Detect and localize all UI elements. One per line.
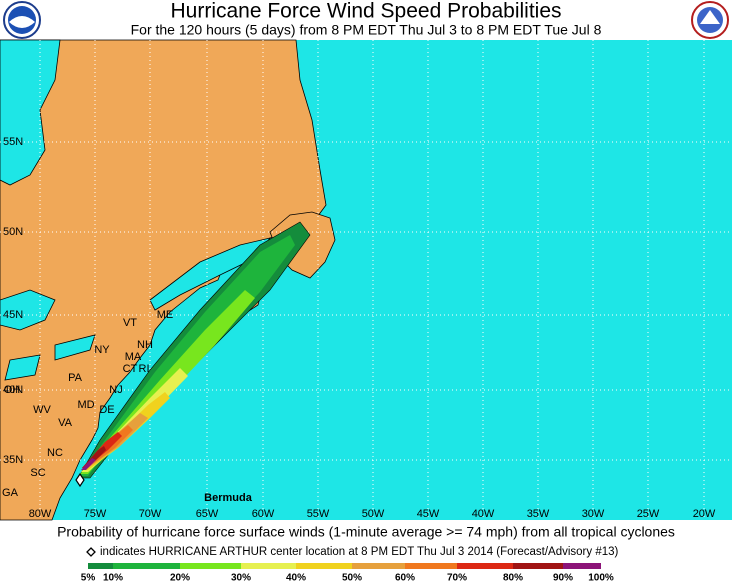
title: Hurricane Force Wind Speed Probabilities (170, 0, 561, 23)
probability-band (81, 458, 96, 470)
legend-swatch (180, 563, 241, 569)
place-label: GA (2, 487, 19, 499)
diamond-icon (86, 547, 96, 557)
place-label: MD (77, 399, 94, 411)
lon-label: 60W (252, 508, 275, 520)
legend-label: 50% (342, 573, 362, 584)
lat-label: 45N (3, 309, 23, 321)
map: 55N 50N 45N 40N 35N 80W 75W 70W 65W 60W 55W 50W 45W 4… (0, 39, 732, 521)
legend-label: 70% (447, 573, 467, 584)
legend-swatch (563, 563, 601, 569)
land (0, 39, 327, 521)
place-label: SC (30, 467, 45, 479)
legend-swatch (513, 563, 563, 569)
lat-label: 40N (3, 384, 23, 396)
hudson-bay (0, 39, 61, 186)
lat-label: 35N (3, 454, 23, 466)
probability-swath (77, 221, 311, 479)
legend-label: 100% (588, 573, 614, 584)
lon-label: 70W (139, 508, 162, 520)
place-label: NH (137, 339, 153, 351)
nws-logo (691, 1, 729, 39)
caption: Probability of hurricane force surface w… (57, 524, 675, 540)
place-label: MA (125, 351, 142, 363)
lon-label: 75W (84, 508, 107, 520)
place-label: DE (99, 404, 114, 416)
storm-center (75, 472, 85, 488)
grid: 55N 50N 45N 40N 35N 80W 75W 70W 65W 60W 55W 50W 45W 4… (0, 40, 732, 520)
legend: 5% 10% 20% 30% 40% 50% 60% 70% 80% 90% 100% (81, 563, 614, 584)
place-label: PA (68, 372, 83, 384)
place-label: Bermuda (204, 492, 253, 504)
lat-label: 55N (3, 136, 23, 148)
place-label: RI (139, 363, 150, 375)
legend-swatch (88, 563, 113, 569)
place-label: VT (123, 317, 137, 329)
legend-swatch (352, 563, 405, 569)
lon-label: 45W (417, 508, 440, 520)
lon-label: 30W (582, 508, 605, 520)
place-label: WV (33, 404, 51, 416)
legend-swatch (457, 563, 513, 569)
legend-label: 10% (103, 573, 123, 584)
place-label: CT (123, 363, 138, 375)
place-label: ME (157, 309, 174, 321)
place-label: VA (58, 417, 73, 429)
legend-label: 30% (231, 573, 251, 584)
lon-label: 80W (29, 508, 52, 520)
place-label: OH (4, 384, 21, 396)
lon-label: 35W (527, 508, 550, 520)
subtitle: For the 120 hours (5 days) from 8 PM EDT… (131, 22, 602, 38)
place-label: NJ (109, 384, 122, 396)
lon-label: 50W (362, 508, 385, 520)
legend-label: 80% (503, 573, 523, 584)
legend-label: 20% (170, 573, 190, 584)
legend-label: 90% (553, 573, 573, 584)
lat-label: 50N (3, 226, 23, 238)
lon-label: 55W (307, 508, 330, 520)
legend-swatch (296, 563, 352, 569)
lon-label: 20W (693, 508, 716, 520)
place-label: NY (94, 344, 110, 356)
lon-label: 25W (637, 508, 660, 520)
note: indicates HURRICANE ARTHUR center locati… (100, 546, 619, 558)
legend-label: 40% (286, 573, 306, 584)
legend-swatch (113, 563, 180, 569)
legend-swatch (405, 563, 457, 569)
legend-swatch (241, 563, 296, 569)
noaa-logo (3, 1, 41, 39)
legend-label: 5% (81, 573, 96, 584)
legend-label: 60% (395, 573, 415, 584)
lon-label: 65W (196, 508, 219, 520)
lon-label: 40W (472, 508, 495, 520)
place-label: NC (47, 447, 63, 459)
great-lakes (0, 289, 96, 381)
